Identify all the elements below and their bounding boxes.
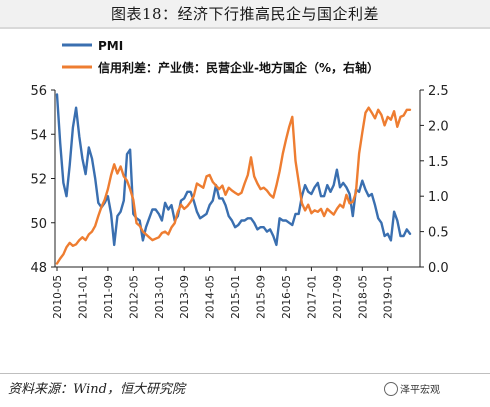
x-tick-label: 2011-01 xyxy=(77,275,89,319)
x-tick-label: 2017-09 xyxy=(332,275,344,319)
y-left-tick-label: 52 xyxy=(30,173,47,188)
title-divider xyxy=(0,27,490,29)
x-tick-label: 2012-05 xyxy=(128,275,140,319)
x-tick-label: 2015-01 xyxy=(230,275,242,319)
y-left-tick-label: 56 xyxy=(30,84,47,99)
wechat-logo-icon xyxy=(384,382,398,396)
y-left-tick-label: 50 xyxy=(30,217,47,232)
x-tick-label: 2013-01 xyxy=(154,275,166,319)
x-tick-label: 2011-09 xyxy=(103,275,115,319)
y-right-tick-label: 1.5 xyxy=(428,155,449,170)
x-tick-label: 2013-09 xyxy=(179,275,191,319)
legend-pmi-label: PMI xyxy=(98,39,123,53)
footer-divider xyxy=(0,373,490,374)
pmi-series-line xyxy=(55,93,412,247)
x-tick-label: 2015-09 xyxy=(256,275,268,319)
y-right-tick-label: 1.0 xyxy=(428,190,449,205)
dual-axis-line-chart: 48 50 52 54 56 0.0 0.5 1.0 1.5 2.0 2.5 2010-05 2011-… xyxy=(30,39,449,319)
y-left-tick-label: 48 xyxy=(30,261,47,276)
x-tick-label: 2018-05 xyxy=(357,275,369,319)
credit-spread-series-line xyxy=(55,106,412,265)
legend-credit-spread-label: 信用利差：产业债：民营企业-地方国企（%，右轴） xyxy=(98,60,379,75)
y-right-tick-label: 2.5 xyxy=(428,84,449,99)
watermark-text: 泽平宏观 xyxy=(400,385,440,396)
chart-title: 图表18：经济下行推高民企与国企利差 xyxy=(110,5,380,23)
x-tick-label: 2014-05 xyxy=(205,275,217,319)
source-note: 资料来源：Wind，恒大研究院 xyxy=(8,382,185,397)
x-tick-label: 2019-01 xyxy=(383,275,395,319)
x-tick-label: 2010-05 xyxy=(52,275,64,319)
y-right-tick-label: 0.5 xyxy=(428,226,449,241)
y-right-tick-label: 2.0 xyxy=(428,119,449,134)
title-bar xyxy=(0,0,490,27)
x-tick-label: 2016-05 xyxy=(281,275,293,319)
y-right-tick-label: 0.0 xyxy=(428,261,449,276)
y-left-tick-label: 54 xyxy=(30,128,47,143)
x-tick-label: 2017-01 xyxy=(306,275,318,319)
